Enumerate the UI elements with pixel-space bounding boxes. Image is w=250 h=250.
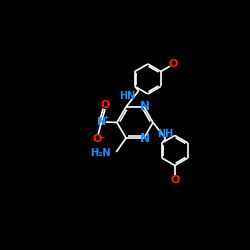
Text: O: O bbox=[92, 134, 102, 144]
Text: O: O bbox=[100, 100, 110, 110]
Text: N: N bbox=[97, 116, 106, 126]
Text: H₂N: H₂N bbox=[90, 148, 111, 158]
Text: +: + bbox=[103, 115, 108, 120]
Text: N: N bbox=[140, 132, 150, 145]
Text: NH: NH bbox=[157, 128, 173, 138]
Text: HN: HN bbox=[119, 91, 135, 101]
Text: −: − bbox=[98, 133, 105, 142]
Text: O: O bbox=[168, 59, 178, 69]
Text: O: O bbox=[170, 175, 179, 185]
Text: N: N bbox=[140, 100, 150, 113]
